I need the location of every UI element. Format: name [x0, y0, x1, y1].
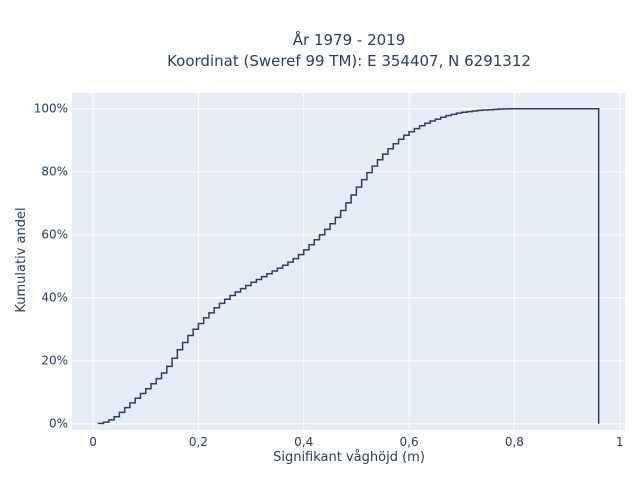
plot-area	[72, 93, 625, 430]
grid	[72, 93, 625, 430]
x-tick-label: 0,6	[400, 435, 419, 449]
x-tick-label: 0	[89, 435, 97, 449]
series-layer	[97, 108, 600, 425]
chart-title-line2: Koordinat (Sweref 99 TM): E 354407, N 62…	[167, 52, 531, 70]
x-axis-ticks: 0 0,2 0,4 0,6 0,8 1	[89, 435, 623, 449]
y-axis-ticks: 0% 20% 40% 60% 80% 100%	[34, 102, 68, 431]
y-axis-label: Kumulativ andel	[14, 207, 29, 312]
x-axis-label: Signifikant våghöjd (m)	[273, 450, 425, 465]
x-tick-label: 0,2	[189, 435, 208, 449]
y-tick-label: 100%	[34, 102, 68, 116]
chart-title-line1: År 1979 - 2019	[293, 30, 406, 49]
y-tick-label: 20%	[41, 354, 68, 368]
y-tick-label: 0%	[49, 417, 68, 431]
y-tick-label: 60%	[41, 228, 68, 242]
y-tick-label: 80%	[41, 165, 68, 179]
x-tick-label: 0,8	[505, 435, 524, 449]
x-tick-label: 0,4	[294, 435, 313, 449]
y-tick-label: 40%	[41, 291, 68, 305]
x-tick-label: 1	[616, 435, 624, 449]
cdf-step-line-0	[97, 108, 600, 425]
